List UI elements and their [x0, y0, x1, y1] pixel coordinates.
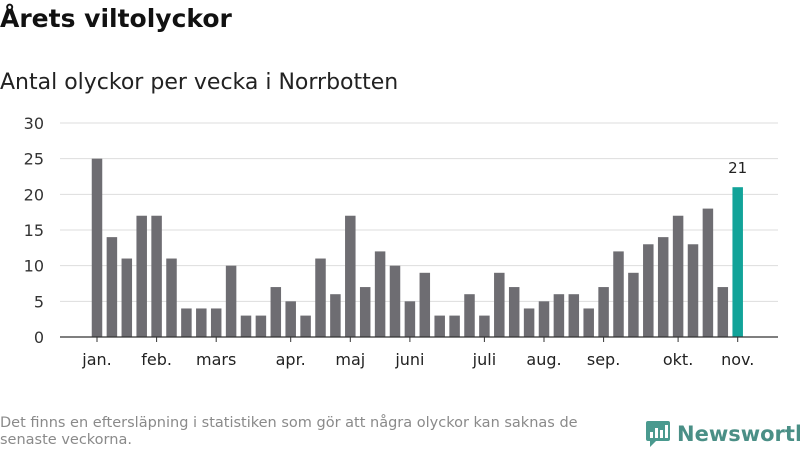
bar	[225, 265, 237, 337]
x-tick-label: apr.	[276, 350, 306, 369]
bar	[315, 258, 326, 337]
bar	[419, 272, 431, 337]
bar	[151, 215, 162, 337]
x-tick-label: aug.	[526, 350, 561, 369]
bar	[538, 301, 550, 337]
bar	[330, 294, 341, 337]
bar-highlight	[732, 187, 743, 337]
footnote: Det finns en eftersläpning i statistiken…	[0, 415, 578, 448]
bar	[389, 265, 401, 337]
bar	[494, 272, 505, 337]
bar	[106, 237, 118, 337]
x-tick-label: feb.	[141, 350, 172, 369]
bar	[300, 315, 311, 337]
data-label: 21	[728, 159, 747, 177]
bar	[240, 315, 252, 337]
bar-chart: 0 5 10 15 20 25 30 21 jan. feb. mars apr. maj juni jul…	[24, 114, 778, 369]
y-tick-label: 30	[24, 114, 44, 133]
chart-subtitle: Antal olyckor per vecka i Norrbotten	[0, 70, 399, 95]
bar	[613, 251, 624, 337]
x-tick-label: sep.	[587, 350, 620, 369]
bar	[464, 294, 475, 337]
brand-name: Newsworthy	[677, 422, 800, 446]
bar	[210, 308, 222, 337]
bar	[523, 308, 535, 337]
y-tick-label: 0	[34, 328, 44, 347]
x-tick-label: mars	[196, 350, 236, 369]
bar	[702, 208, 714, 337]
x-tick-label: juli	[472, 350, 496, 369]
bar	[479, 315, 490, 337]
bar	[359, 287, 371, 337]
x-tick-label: nov.	[721, 350, 754, 369]
bar	[270, 287, 282, 337]
y-tick-label: 25	[24, 150, 44, 169]
x-tick-label: juni	[394, 350, 424, 369]
bar	[136, 215, 147, 337]
bar	[166, 258, 177, 337]
x-tick-label: okt.	[663, 350, 693, 369]
bar	[643, 244, 654, 337]
bar	[687, 244, 699, 337]
bar	[672, 215, 684, 337]
y-tick-label: 15	[24, 221, 44, 240]
bar	[508, 287, 520, 337]
chart-title: Årets viltolyckor	[0, 4, 232, 33]
bar	[553, 294, 565, 337]
bar	[91, 158, 103, 337]
bar	[196, 308, 207, 337]
bar	[598, 287, 609, 337]
y-tick-label: 20	[24, 185, 44, 204]
y-tick-label: 10	[24, 257, 44, 276]
bar	[568, 294, 580, 337]
bar	[628, 272, 639, 337]
newsworthy-logo-icon	[646, 421, 670, 447]
bar	[285, 301, 296, 337]
bar	[657, 237, 669, 337]
brand-logo[interactable]: Newsworthy	[645, 420, 800, 448]
bar	[345, 215, 356, 337]
bar	[121, 258, 133, 337]
bar	[449, 315, 460, 337]
bar	[181, 308, 192, 337]
bar	[404, 301, 416, 337]
x-tick-label: maj	[335, 350, 365, 369]
bar	[717, 287, 729, 337]
bar	[583, 308, 594, 337]
bar	[255, 315, 267, 337]
bar	[434, 315, 445, 337]
x-tick-label: jan.	[81, 350, 111, 369]
y-tick-label: 5	[34, 292, 44, 311]
bar	[374, 251, 386, 337]
